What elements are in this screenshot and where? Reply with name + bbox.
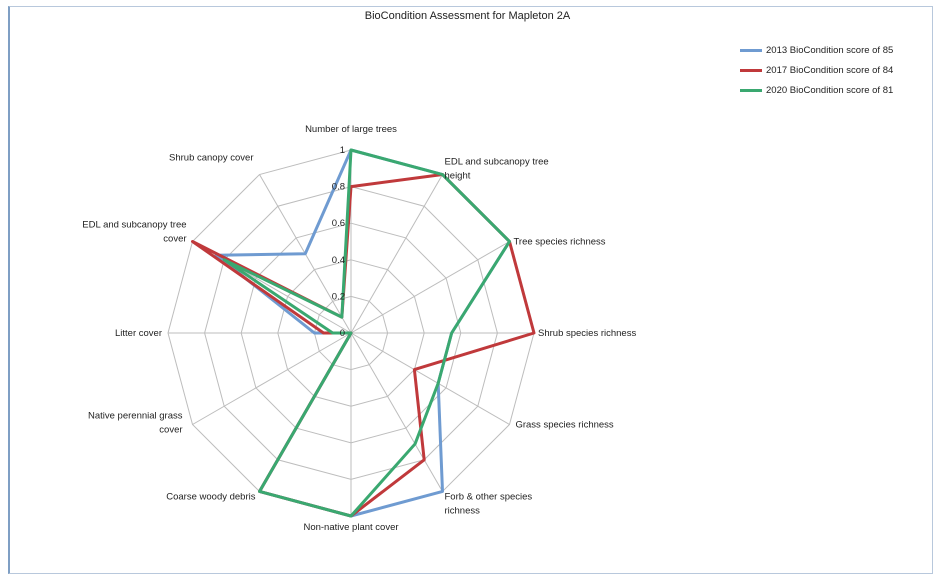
axis-label: Grass species richness (515, 420, 613, 431)
chart-title: BioCondition Assessment for Mapleton 2A (364, 10, 571, 22)
axis-label: Coarse woody debris (166, 491, 255, 502)
axis-spoke (192, 332, 352, 425)
legend-swatch (740, 48, 762, 52)
tick-label: 0.6 (332, 218, 345, 229)
legend-entry-2020: 2020 BioCondition score of 81 (740, 80, 893, 100)
axis-label: Number of large trees (305, 124, 397, 135)
tick-label: 0.2 (332, 291, 345, 302)
tick-label: 0 (340, 328, 345, 339)
axis-spoke (350, 332, 510, 425)
radar-tick-labels: 0 0.2 0.4 0.6 0.8 1 (332, 145, 345, 339)
axis-label: Litter cover (115, 328, 162, 339)
series-line-1 (191, 173, 536, 518)
axis-spoke (350, 174, 443, 334)
series-line-2 (222, 148, 511, 518)
legend-entry-2017: 2017 BioCondition score of 84 (740, 60, 893, 80)
legend: 2013 BioCondition score of 85 2017 BioCo… (740, 40, 893, 100)
legend-swatch (740, 68, 762, 72)
axis-spoke (350, 241, 510, 334)
legend-label: 2020 BioCondition score of 81 (766, 84, 894, 96)
radar-series (191, 148, 536, 518)
axis-spoke (350, 332, 443, 492)
tick-label: 0.8 (332, 182, 345, 193)
radar-axis-labels: Number of large trees EDL and subcanopy t… (82, 124, 636, 533)
axis-label: Forb & other species richness (445, 491, 533, 516)
legend-entry-2013: 2013 BioCondition score of 85 (740, 40, 893, 60)
axis-label: Non-native plant cover (303, 522, 398, 533)
chart-area (8, 6, 933, 574)
tick-label: 0.4 (332, 255, 345, 266)
legend-label: 2013 BioCondition score of 85 (766, 44, 894, 56)
axis-label: Shrub canopy cover (169, 153, 254, 164)
axis-label: EDL and subcanopy tree height (445, 157, 549, 182)
legend-label: 2017 BioCondition score of 84 (766, 64, 894, 76)
legend-swatch (740, 88, 762, 92)
tick-label: 1 (340, 145, 345, 156)
axis-label: Shrub species richness (538, 328, 636, 339)
axis-label: Native perennial grass cover (88, 411, 183, 436)
axis-label: EDL and subcanopy tree cover (82, 220, 186, 245)
axis-label: Tree species richness (513, 237, 605, 248)
